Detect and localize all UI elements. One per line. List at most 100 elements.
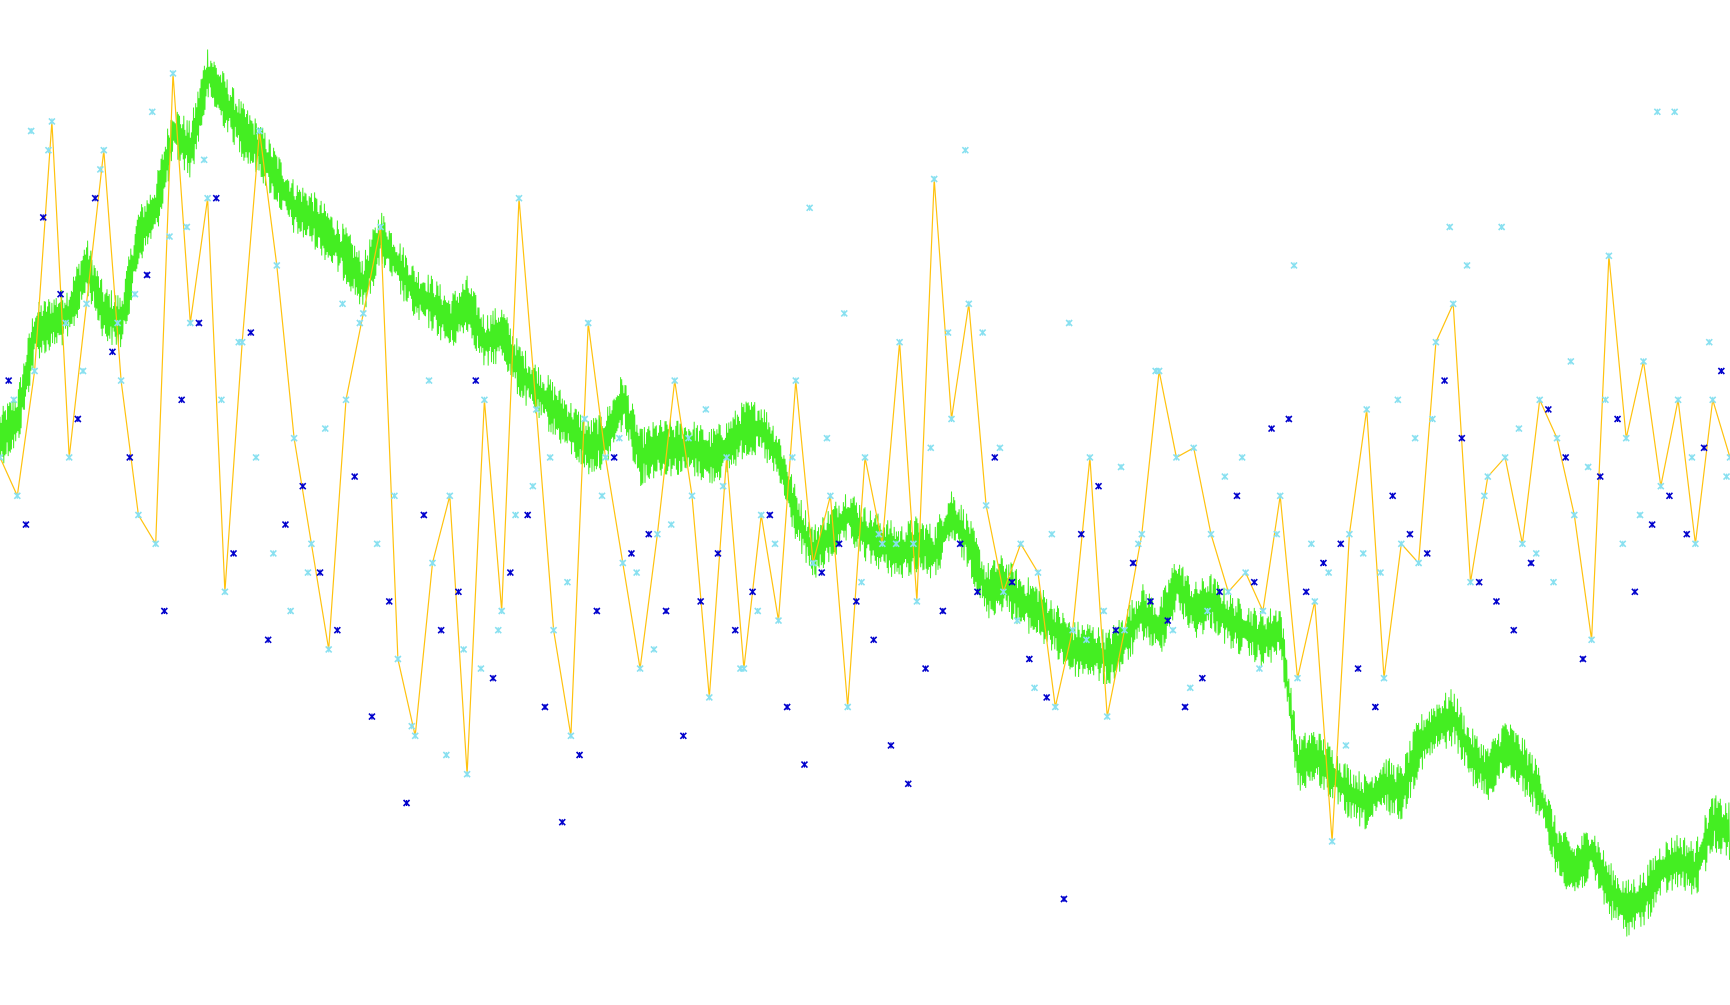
dark-marker bbox=[1233, 492, 1241, 500]
light-marker bbox=[719, 482, 727, 490]
light-marker bbox=[1186, 684, 1194, 692]
dark-marker bbox=[783, 703, 791, 711]
light-marker bbox=[944, 329, 952, 337]
light-marker bbox=[117, 377, 125, 385]
dark-marker bbox=[852, 597, 860, 605]
dark-marker bbox=[1631, 588, 1639, 596]
dark-marker bbox=[887, 741, 895, 749]
light-marker bbox=[878, 540, 886, 548]
dark-marker bbox=[1043, 693, 1051, 701]
dark-marker bbox=[126, 453, 134, 461]
light-marker bbox=[1238, 453, 1246, 461]
light-marker bbox=[48, 117, 56, 125]
dark-marker bbox=[973, 588, 982, 596]
light-marker bbox=[1138, 530, 1146, 538]
light-marker bbox=[930, 175, 938, 183]
light-marker bbox=[1726, 453, 1730, 461]
light-marker bbox=[134, 511, 142, 519]
light-marker bbox=[771, 540, 779, 548]
light-marker bbox=[1276, 492, 1284, 500]
light-marker bbox=[1013, 617, 1021, 625]
light-marker bbox=[377, 223, 385, 231]
light-marker bbox=[394, 655, 402, 663]
light-marker bbox=[169, 69, 177, 77]
light-marker bbox=[1221, 473, 1229, 481]
dark-marker bbox=[1267, 425, 1276, 433]
light-marker bbox=[273, 261, 281, 269]
light-marker bbox=[961, 146, 969, 154]
light-marker bbox=[650, 645, 658, 653]
light-marker bbox=[1328, 837, 1336, 845]
dark-marker bbox=[454, 588, 463, 596]
dark-marker bbox=[1475, 578, 1483, 586]
dark-marker bbox=[1094, 482, 1103, 490]
light-marker bbox=[359, 309, 367, 317]
dark-marker bbox=[1648, 521, 1656, 529]
dark-marker bbox=[420, 511, 428, 519]
dark-marker bbox=[1406, 530, 1414, 538]
light-marker bbox=[44, 146, 53, 154]
dark-marker bbox=[351, 473, 359, 481]
light-marker bbox=[13, 492, 21, 500]
light-marker bbox=[1605, 252, 1613, 260]
light-marker bbox=[1030, 684, 1039, 692]
series-3 bbox=[10, 108, 1730, 759]
dark-marker bbox=[1164, 617, 1172, 625]
light-marker bbox=[100, 146, 108, 154]
light-marker bbox=[792, 377, 800, 385]
dark-marker bbox=[178, 396, 186, 404]
light-marker bbox=[82, 300, 91, 308]
dark-marker bbox=[1527, 559, 1535, 567]
light-marker bbox=[446, 492, 454, 500]
light-marker bbox=[152, 540, 160, 548]
dark-marker bbox=[1389, 492, 1397, 500]
light-marker bbox=[909, 540, 918, 548]
light-marker bbox=[1709, 396, 1717, 404]
light-marker bbox=[1428, 415, 1437, 423]
light-marker bbox=[1411, 434, 1419, 442]
dark-marker bbox=[281, 521, 290, 529]
light-marker bbox=[1172, 453, 1180, 461]
dark-marker bbox=[1129, 559, 1137, 567]
light-marker bbox=[684, 434, 693, 442]
dark-marker bbox=[593, 607, 601, 615]
light-marker bbox=[788, 453, 796, 461]
dark-marker bbox=[1337, 540, 1345, 548]
light-marker bbox=[1359, 549, 1367, 557]
light-marker bbox=[1449, 300, 1457, 308]
light-marker bbox=[425, 377, 433, 385]
light-marker bbox=[1501, 453, 1509, 461]
dark-marker bbox=[1510, 626, 1518, 634]
light-marker bbox=[1117, 463, 1125, 471]
dark-marker bbox=[195, 319, 203, 327]
light-marker bbox=[999, 588, 1007, 596]
light-marker bbox=[1293, 674, 1302, 682]
dark-marker bbox=[74, 415, 82, 423]
series-1 bbox=[0, 69, 1730, 845]
light-marker bbox=[1549, 578, 1558, 586]
light-marker bbox=[373, 540, 381, 548]
light-marker bbox=[965, 300, 973, 308]
dark-marker bbox=[921, 665, 930, 673]
light-marker bbox=[1048, 530, 1056, 538]
light-marker bbox=[1480, 492, 1488, 500]
dark-marker bbox=[333, 626, 341, 634]
light-marker bbox=[1345, 530, 1353, 538]
light-marker bbox=[408, 722, 416, 730]
dark-marker bbox=[1700, 444, 1708, 452]
light-marker bbox=[1134, 540, 1142, 548]
light-marker bbox=[1342, 741, 1350, 749]
light-marker bbox=[826, 492, 834, 500]
dark-marker bbox=[1198, 674, 1206, 682]
light-marker bbox=[1051, 703, 1059, 711]
light-marker bbox=[235, 338, 243, 346]
light-marker bbox=[1584, 463, 1592, 471]
dark-marker bbox=[1302, 588, 1310, 596]
light-marker bbox=[0, 453, 4, 461]
light-marker bbox=[1394, 396, 1402, 404]
dark-marker bbox=[904, 780, 912, 788]
dark-marker bbox=[1250, 578, 1258, 586]
light-marker bbox=[1307, 540, 1315, 548]
light-marker bbox=[1601, 396, 1610, 404]
